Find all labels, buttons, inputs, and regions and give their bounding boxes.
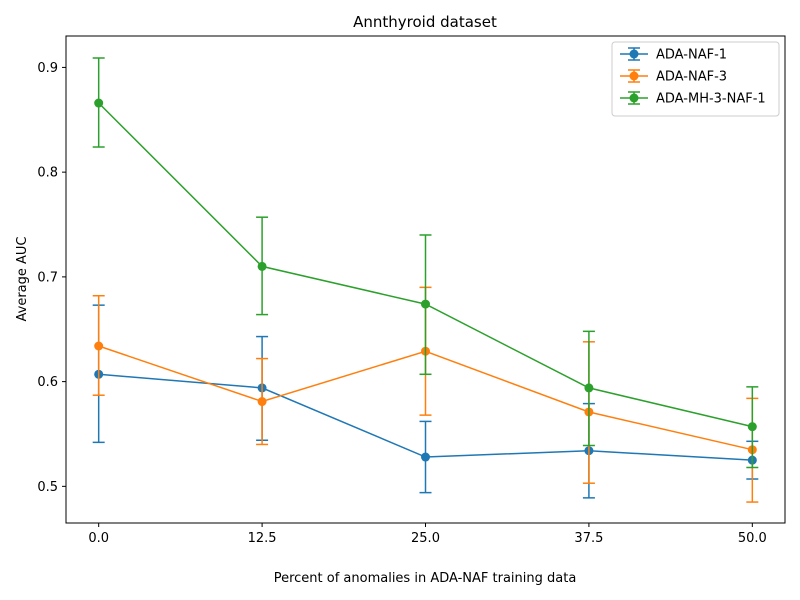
legend-item: ADA-NAF-1 bbox=[620, 47, 727, 63]
y-axis-label: Average AUC bbox=[15, 236, 30, 321]
data-point bbox=[584, 383, 594, 393]
y-axis: 0.5 0.6 0.7 0.8 0.9 bbox=[37, 61, 66, 495]
legend-label: ADA-NAF-1 bbox=[656, 48, 727, 63]
y-tick-label: 0.5 bbox=[37, 480, 58, 495]
y-tick-label: 0.7 bbox=[37, 270, 58, 285]
x-tick-label: 25.0 bbox=[411, 531, 440, 546]
legend-label: ADA-NAF-3 bbox=[656, 70, 727, 85]
y-tick-label: 0.8 bbox=[37, 166, 58, 181]
legend-item: ADA-MH-3-NAF-1 bbox=[620, 91, 766, 107]
x-axis-label: Percent of anomalies in ADA-NAF training… bbox=[274, 571, 577, 586]
x-tick-label: 12.5 bbox=[248, 531, 277, 546]
x-tick-label: 37.5 bbox=[574, 531, 603, 546]
x-tick-label: 50.0 bbox=[738, 531, 767, 546]
plot-area bbox=[92, 57, 759, 503]
x-axis: 0.0 12.5 25.0 37.5 50.0 bbox=[88, 523, 767, 546]
legend: ADA-NAF-1 ADA-NAF-3 ADA-MH-3-NAF-1 bbox=[611, 41, 780, 117]
data-point bbox=[421, 299, 430, 309]
series-3 bbox=[92, 57, 759, 469]
data-point bbox=[747, 422, 757, 432]
data-point bbox=[421, 452, 430, 462]
y-tick-label: 0.9 bbox=[37, 61, 58, 76]
chart-title: Annthyroid dataset bbox=[353, 13, 497, 31]
legend-label: ADA-MH-3-NAF-1 bbox=[656, 92, 766, 107]
x-tick-label: 0.0 bbox=[88, 531, 109, 546]
data-point bbox=[94, 98, 104, 108]
legend-box bbox=[611, 41, 780, 117]
data-point bbox=[257, 397, 267, 407]
data-point bbox=[257, 261, 267, 271]
data-point bbox=[94, 341, 104, 351]
y-tick-label: 0.6 bbox=[37, 375, 58, 390]
legend-item: ADA-NAF-3 bbox=[620, 69, 727, 85]
